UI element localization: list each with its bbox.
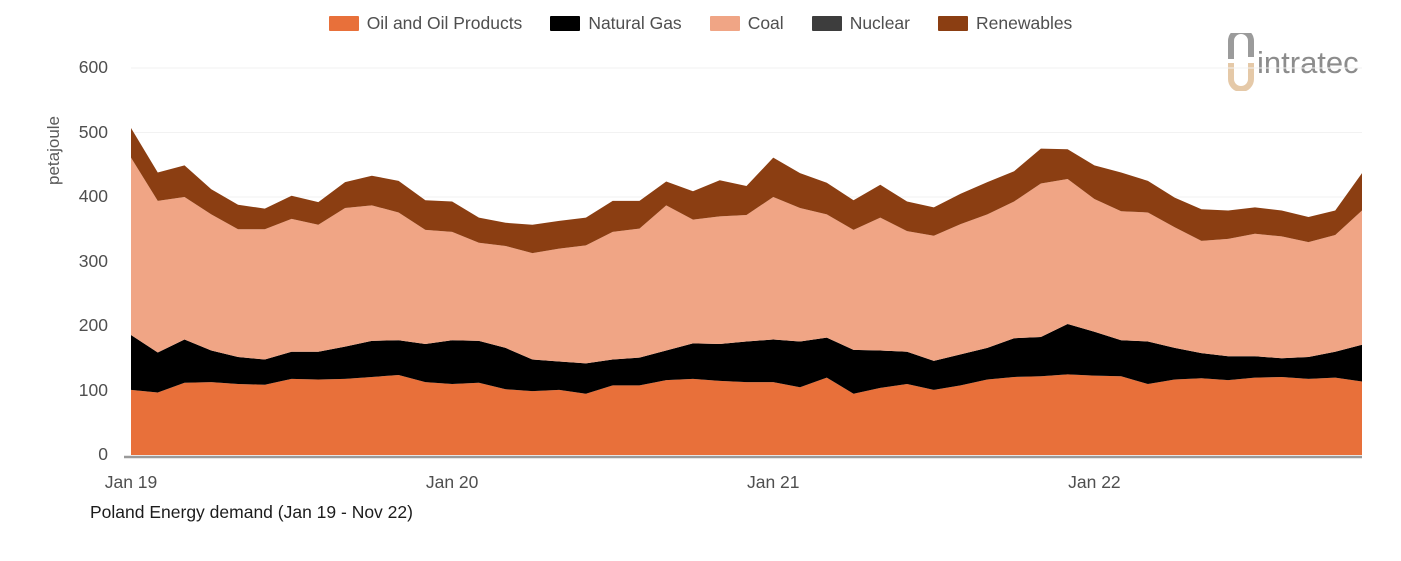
legend-item-renewables[interactable]: Renewables (938, 13, 1073, 33)
logo-mark-icon (1228, 33, 1254, 91)
y-axis-ticks: 0 100 200 300 400 500 600 (0, 0, 118, 561)
x-tick-label: Jan 19 (104, 472, 158, 492)
y-tick-value: 0 (98, 444, 108, 464)
y-tick-value: 200 (78, 315, 108, 335)
area-series-renewables (131, 127, 1362, 254)
area-series-natural-gas (131, 324, 1362, 394)
legend-label: Renewables (976, 13, 1073, 33)
legend-label: Coal (747, 13, 784, 33)
legend-swatch-icon (328, 16, 359, 32)
legend-item-oil-and-oil-products[interactable]: Oil and Oil Products (328, 13, 523, 33)
legend-item-coal[interactable]: Coal (709, 13, 784, 33)
y-tick-value: 300 (78, 250, 108, 271)
legend-swatch-icon (550, 16, 581, 32)
legend-label: Natural Gas (588, 13, 682, 33)
legend-swatch-icon (938, 16, 968, 32)
chart-legend: Oil and Oil Products Natural Gas Coal Nucle… (0, 13, 1401, 33)
logo-wordmark: intratec (1257, 45, 1359, 80)
chart-caption: Poland Energy demand (Jan 19 - Nov 22) (90, 502, 413, 522)
legend-label: Oil and Oil Products (366, 13, 523, 33)
legend-swatch-icon (709, 16, 740, 32)
y-tick-value: 500 (78, 121, 108, 142)
area-series-coal (131, 157, 1362, 364)
area-series-oil-and-oil-products (131, 374, 1362, 455)
y-tick-value: 600 (78, 57, 108, 77)
legend-item-nuclear[interactable]: Nuclear (811, 13, 910, 33)
y-tick-value: 400 (78, 186, 108, 206)
intratec-logo: intratec (1227, 33, 1377, 91)
legend-item-natural-gas[interactable]: Natural Gas (550, 13, 682, 33)
legend-label: Nuclear (849, 13, 910, 33)
legend-swatch-icon (811, 16, 842, 32)
x-tick-label: Jan 20 (425, 472, 479, 492)
x-tick-label: Jan 22 (1068, 472, 1121, 492)
x-tick-label: Jan 21 (746, 472, 800, 492)
y-tick-value: 100 (78, 379, 108, 400)
